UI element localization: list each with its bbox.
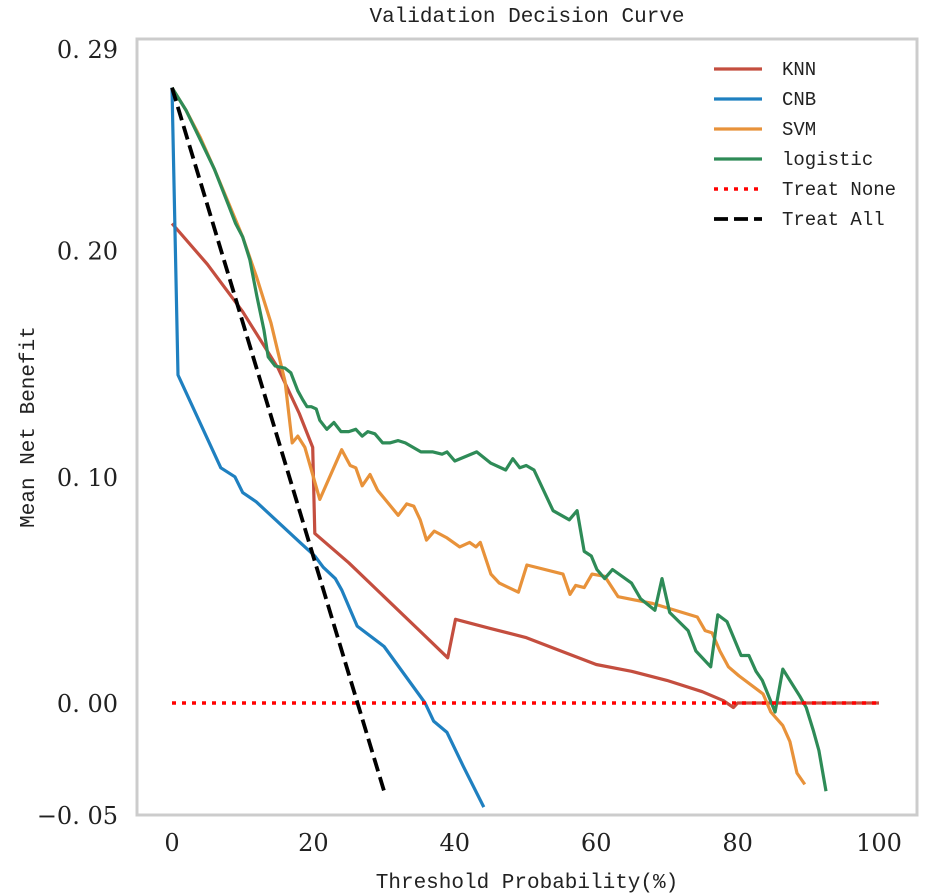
series-line-cnb [170,87,486,808]
legend-label: KNN [782,59,816,81]
chart-title: Validation Decision Curve [369,6,684,29]
y-tick-label: 0. 00 [57,690,118,718]
legend-label: CNB [782,89,816,111]
y-axis-ticks: −0. 05 0. 00 0. 10 0. 20 0. 29 [37,36,118,830]
legend-label: Treat All [782,209,885,231]
y-tick-label: 0. 10 [57,464,118,492]
x-axis-label: Threshold Probability(%) [376,872,678,895]
x-tick-label: 60 [581,829,612,857]
x-tick-label: 40 [440,829,471,857]
x-tick-label: 100 [856,829,902,857]
x-axis-ticks: 0 20 40 60 80 100 [164,829,902,857]
y-tick-label: 0. 20 [57,238,118,266]
series-line-treat-all [170,87,386,792]
plot-area [135,37,919,817]
x-tick-label: 0 [164,829,179,857]
legend-label: SVM [782,119,816,141]
legend-label: Treat None [782,179,896,201]
y-tick-label: −0. 05 [37,802,118,830]
series-line-logistic [170,86,828,792]
y-tick-label: 0. 29 [57,36,118,64]
series-line-knn [170,222,879,710]
x-tick-label: 80 [722,829,753,857]
legend-label: logistic [782,149,873,171]
x-tick-label: 20 [298,829,329,857]
series-lines [170,86,879,808]
y-axis-label: Mean Net Benefit [18,326,41,528]
legend: KNN CNB SVM logistic Treat None Treat All [714,59,896,231]
